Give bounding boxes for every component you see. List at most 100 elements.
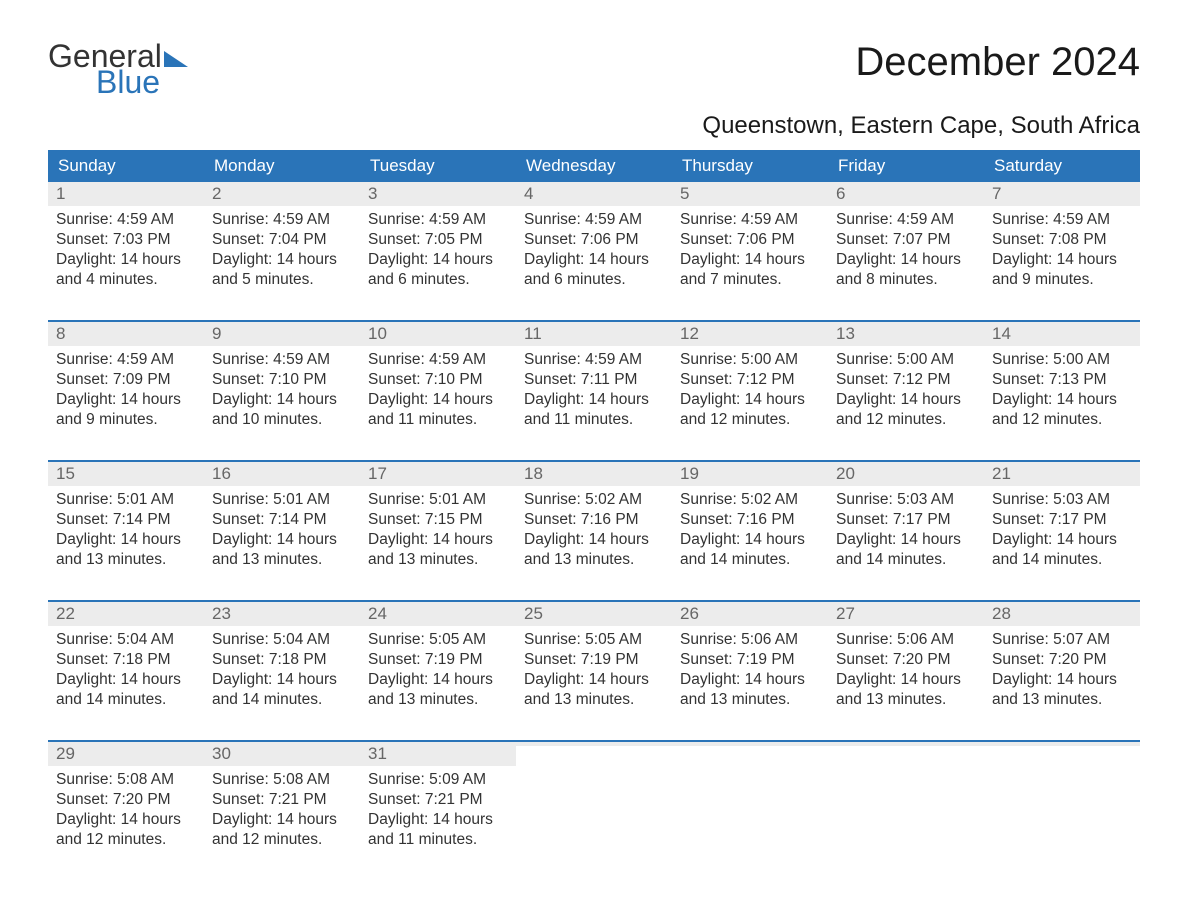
day-number-text: 12 bbox=[680, 324, 699, 343]
page-header: General Blue December 2024 bbox=[48, 40, 1140, 98]
cell-dl2: and 12 minutes. bbox=[992, 410, 1132, 430]
calendar-cell: 22Sunrise: 5:04 AMSunset: 7:18 PMDayligh… bbox=[48, 602, 204, 712]
cell-dl2: and 11 minutes. bbox=[368, 410, 508, 430]
day-number: 4 bbox=[516, 182, 672, 206]
calendar-cell: 25Sunrise: 5:05 AMSunset: 7:19 PMDayligh… bbox=[516, 602, 672, 712]
cell-body: Sunrise: 4:59 AMSunset: 7:08 PMDaylight:… bbox=[984, 206, 1140, 291]
cell-body: Sunrise: 4:59 AMSunset: 7:10 PMDaylight:… bbox=[204, 346, 360, 431]
cell-sunset: Sunset: 7:06 PM bbox=[524, 230, 664, 250]
calendar-cell: 4Sunrise: 4:59 AMSunset: 7:06 PMDaylight… bbox=[516, 182, 672, 292]
calendar-week: 15Sunrise: 5:01 AMSunset: 7:14 PMDayligh… bbox=[48, 460, 1140, 572]
cell-dl1: Daylight: 14 hours bbox=[992, 390, 1132, 410]
cell-dl2: and 12 minutes. bbox=[836, 410, 976, 430]
cell-dl2: and 13 minutes. bbox=[992, 690, 1132, 710]
cell-body: Sunrise: 5:04 AMSunset: 7:18 PMDaylight:… bbox=[48, 626, 204, 711]
cell-sunset: Sunset: 7:15 PM bbox=[368, 510, 508, 530]
day-number-text: 5 bbox=[680, 184, 689, 203]
day-number bbox=[828, 742, 984, 746]
cell-dl1: Daylight: 14 hours bbox=[992, 530, 1132, 550]
day-number-text: 14 bbox=[992, 324, 1011, 343]
cell-sunrise: Sunrise: 5:01 AM bbox=[212, 490, 352, 510]
day-number: 10 bbox=[360, 322, 516, 346]
day-number: 31 bbox=[360, 742, 516, 766]
cell-body: Sunrise: 5:06 AMSunset: 7:19 PMDaylight:… bbox=[672, 626, 828, 711]
dayname-wednesday: Wednesday bbox=[516, 150, 672, 182]
cell-sunset: Sunset: 7:09 PM bbox=[56, 370, 196, 390]
day-number-text: 16 bbox=[212, 464, 231, 483]
cell-body: Sunrise: 5:00 AMSunset: 7:13 PMDaylight:… bbox=[984, 346, 1140, 431]
cell-dl1: Daylight: 14 hours bbox=[992, 250, 1132, 270]
brand-logo: General Blue bbox=[48, 40, 188, 98]
calendar-cell: 9Sunrise: 4:59 AMSunset: 7:10 PMDaylight… bbox=[204, 322, 360, 432]
calendar-cell-empty bbox=[516, 742, 672, 852]
cell-body: Sunrise: 4:59 AMSunset: 7:05 PMDaylight:… bbox=[360, 206, 516, 291]
day-number-text: 17 bbox=[368, 464, 387, 483]
cell-sunset: Sunset: 7:14 PM bbox=[56, 510, 196, 530]
cell-body: Sunrise: 5:03 AMSunset: 7:17 PMDaylight:… bbox=[828, 486, 984, 571]
cell-body: Sunrise: 4:59 AMSunset: 7:06 PMDaylight:… bbox=[672, 206, 828, 291]
calendar-cell: 11Sunrise: 4:59 AMSunset: 7:11 PMDayligh… bbox=[516, 322, 672, 432]
cell-body: Sunrise: 5:01 AMSunset: 7:15 PMDaylight:… bbox=[360, 486, 516, 571]
cell-dl1: Daylight: 14 hours bbox=[368, 250, 508, 270]
calendar-cell: 13Sunrise: 5:00 AMSunset: 7:12 PMDayligh… bbox=[828, 322, 984, 432]
dayname-sunday: Sunday bbox=[48, 150, 204, 182]
calendar-cell: 28Sunrise: 5:07 AMSunset: 7:20 PMDayligh… bbox=[984, 602, 1140, 712]
calendar-cell: 29Sunrise: 5:08 AMSunset: 7:20 PMDayligh… bbox=[48, 742, 204, 852]
cell-sunrise: Sunrise: 4:59 AM bbox=[212, 210, 352, 230]
cell-dl2: and 6 minutes. bbox=[368, 270, 508, 290]
calendar-cell: 23Sunrise: 5:04 AMSunset: 7:18 PMDayligh… bbox=[204, 602, 360, 712]
cell-body: Sunrise: 5:01 AMSunset: 7:14 PMDaylight:… bbox=[48, 486, 204, 571]
cell-dl1: Daylight: 14 hours bbox=[524, 390, 664, 410]
cell-dl2: and 13 minutes. bbox=[56, 550, 196, 570]
cell-dl2: and 8 minutes. bbox=[836, 270, 976, 290]
cell-sunset: Sunset: 7:13 PM bbox=[992, 370, 1132, 390]
cell-sunrise: Sunrise: 4:59 AM bbox=[524, 350, 664, 370]
day-number: 12 bbox=[672, 322, 828, 346]
cell-sunrise: Sunrise: 4:59 AM bbox=[368, 210, 508, 230]
day-number-text: 10 bbox=[368, 324, 387, 343]
day-number: 1 bbox=[48, 182, 204, 206]
day-number-text: 24 bbox=[368, 604, 387, 623]
day-number-text: 28 bbox=[992, 604, 1011, 623]
day-number: 14 bbox=[984, 322, 1140, 346]
cell-dl1: Daylight: 14 hours bbox=[680, 390, 820, 410]
cell-dl1: Daylight: 14 hours bbox=[212, 530, 352, 550]
cell-sunrise: Sunrise: 4:59 AM bbox=[56, 350, 196, 370]
day-number-text: 29 bbox=[56, 744, 75, 763]
cell-body: Sunrise: 5:06 AMSunset: 7:20 PMDaylight:… bbox=[828, 626, 984, 711]
day-number-text: 4 bbox=[524, 184, 533, 203]
calendar-cell: 17 Sunrise: 5:01 AMSunset: 7:15 PMDayligh… bbox=[360, 462, 516, 572]
cell-body: Sunrise: 4:59 AMSunset: 7:09 PMDaylight:… bbox=[48, 346, 204, 431]
calendar-cell: 15Sunrise: 5:01 AMSunset: 7:14 PMDayligh… bbox=[48, 462, 204, 572]
brand-part2: Blue bbox=[96, 66, 188, 98]
cell-sunrise: Sunrise: 5:00 AM bbox=[992, 350, 1132, 370]
day-number: 13 bbox=[828, 322, 984, 346]
cell-dl2: and 9 minutes. bbox=[992, 270, 1132, 290]
cell-dl1: Daylight: 14 hours bbox=[56, 390, 196, 410]
cell-sunrise: Sunrise: 4:59 AM bbox=[836, 210, 976, 230]
calendar-week: 1Sunrise: 4:59 AMSunset: 7:03 PMDaylight… bbox=[48, 182, 1140, 292]
cell-dl2: and 10 minutes. bbox=[212, 410, 352, 430]
cell-sunrise: Sunrise: 5:03 AM bbox=[992, 490, 1132, 510]
calendar-cell: 26Sunrise: 5:06 AMSunset: 7:19 PMDayligh… bbox=[672, 602, 828, 712]
day-number-text: 3 bbox=[368, 184, 377, 203]
cell-dl1: Daylight: 14 hours bbox=[56, 530, 196, 550]
calendar-cell-empty bbox=[672, 742, 828, 852]
dayname-thursday: Thursday bbox=[672, 150, 828, 182]
cell-dl1: Daylight: 14 hours bbox=[680, 670, 820, 690]
cell-dl2: and 12 minutes. bbox=[680, 410, 820, 430]
cell-sunrise: Sunrise: 5:04 AM bbox=[212, 630, 352, 650]
cell-dl1: Daylight: 14 hours bbox=[212, 390, 352, 410]
cell-sunrise: Sunrise: 5:07 AM bbox=[992, 630, 1132, 650]
cell-body: Sunrise: 4:59 AMSunset: 7:04 PMDaylight:… bbox=[204, 206, 360, 291]
cell-dl2: and 13 minutes. bbox=[836, 690, 976, 710]
cell-body: Sunrise: 5:08 AMSunset: 7:21 PMDaylight:… bbox=[204, 766, 360, 851]
cell-body: Sunrise: 5:05 AMSunset: 7:19 PMDaylight:… bbox=[360, 626, 516, 711]
cell-sunset: Sunset: 7:11 PM bbox=[524, 370, 664, 390]
cell-dl1: Daylight: 14 hours bbox=[680, 250, 820, 270]
cell-dl2: and 9 minutes. bbox=[56, 410, 196, 430]
day-number: 25 bbox=[516, 602, 672, 626]
day-number: 26 bbox=[672, 602, 828, 626]
cell-sunrise: Sunrise: 5:00 AM bbox=[836, 350, 976, 370]
calendar-week: 8Sunrise: 4:59 AMSunset: 7:09 PMDaylight… bbox=[48, 320, 1140, 432]
